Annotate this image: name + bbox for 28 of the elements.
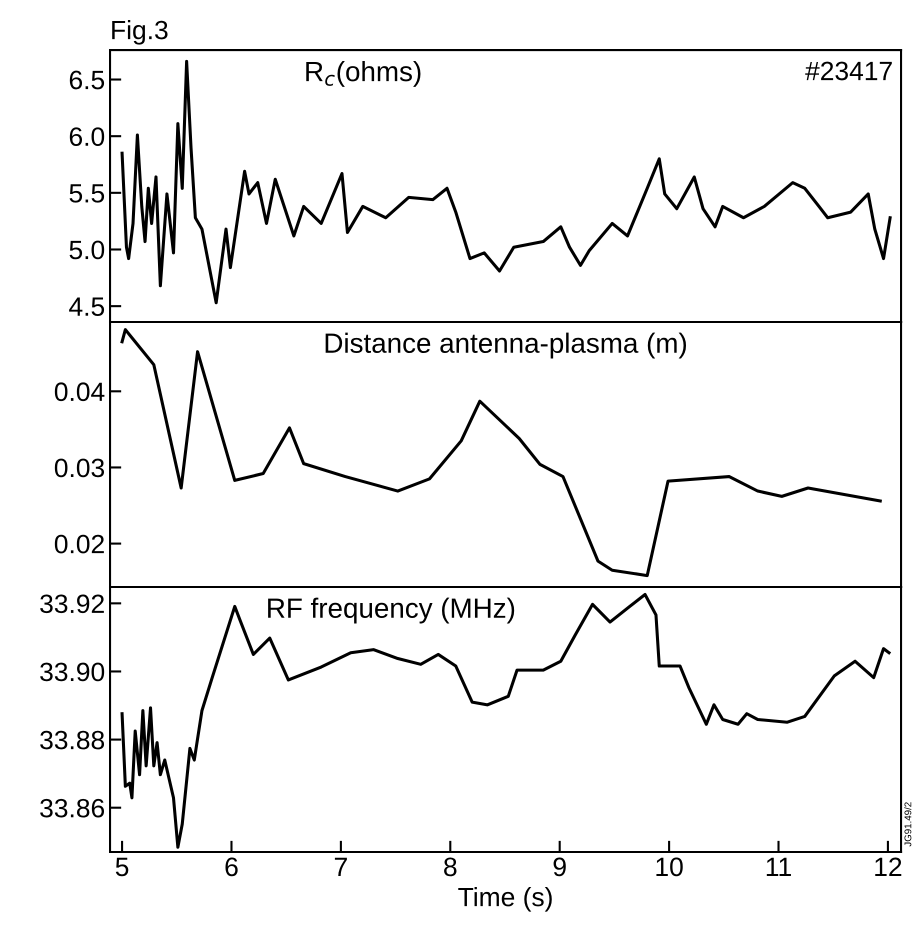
x-axis-title: Time (s) [458,886,552,912]
y-tick-label: 0.04 [54,382,104,402]
y-tick-label: 5.5 [70,184,104,203]
x-tick-label: 12 [875,858,902,876]
line-series [120,328,882,578]
y-tick-label: 33.90 [40,662,104,682]
y-tick-label: 0.03 [54,458,104,478]
chart-title: R$_{c}$(ohms) [306,60,420,87]
chart-title: Distance antenna-plasma (m) [326,332,686,359]
x-tick-label: 10 [656,858,683,876]
y-tick-label: 0.02 [54,534,104,554]
text: JG91.49/2 [904,802,912,847]
chart-title: RF frequency (MHz) [268,598,514,624]
x-tick-label: 7 [334,858,347,876]
y-tick-label: 6.5 [70,70,104,90]
y-tick-label: 33.86 [40,798,104,818]
y-tick-label: 4.5 [69,298,104,316]
y-tick-label: 6.0 [70,127,104,146]
x-tick-label: 8 [444,858,456,876]
y-tick-label: 33.92 [40,594,104,614]
y-tick-label: 33.88 [40,730,104,750]
x-tick-label: 5 [116,858,128,876]
y-tick-label: 5.0 [70,240,104,260]
x-tick-label: 6 [225,858,238,876]
caption: Fig.3 [112,20,168,45]
x-tick-label: 9 [554,858,566,876]
annotation: #23417 [805,62,892,80]
x-tick-label: 11 [766,858,791,876]
